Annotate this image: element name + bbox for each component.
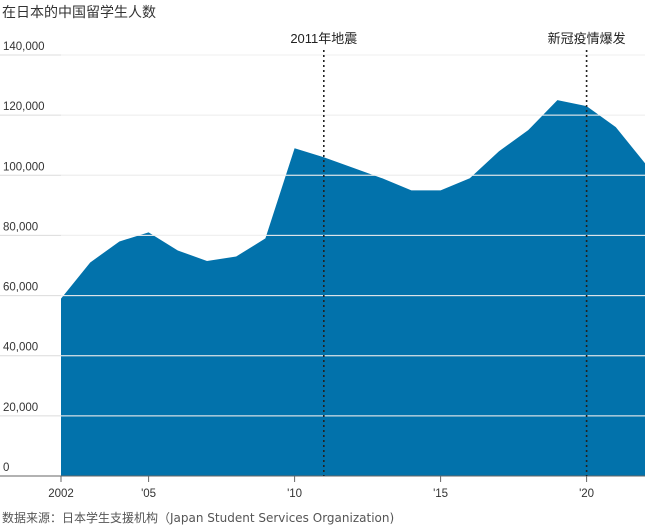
x-tick-label: '05: [141, 488, 156, 500]
x-tick-label: '20: [579, 488, 594, 500]
y-tick-label: 140,000: [3, 41, 45, 53]
annotation-label: 2011年地震: [290, 31, 357, 46]
y-tick-label: 120,000: [3, 101, 45, 113]
annotation-label: 新冠疫情爆发: [548, 31, 626, 46]
y-tick-label: 80,000: [3, 221, 38, 233]
x-tick-label: '15: [433, 488, 448, 500]
chart-source: 数据来源：日本学生支援机构（Japan Student Services Org…: [2, 511, 395, 525]
y-tick-label: 100,000: [3, 161, 45, 173]
y-tick-label: 40,000: [3, 342, 38, 354]
y-tick-label: 20,000: [3, 402, 38, 414]
x-tick-label: 2002: [48, 488, 74, 500]
chart-title: 在日本的中国留学生人数: [2, 5, 156, 21]
y-tick-label: 60,000: [3, 282, 38, 294]
y-tick-label: 0: [3, 462, 9, 474]
x-tick-label: '10: [287, 488, 302, 500]
area-series: [61, 100, 645, 476]
